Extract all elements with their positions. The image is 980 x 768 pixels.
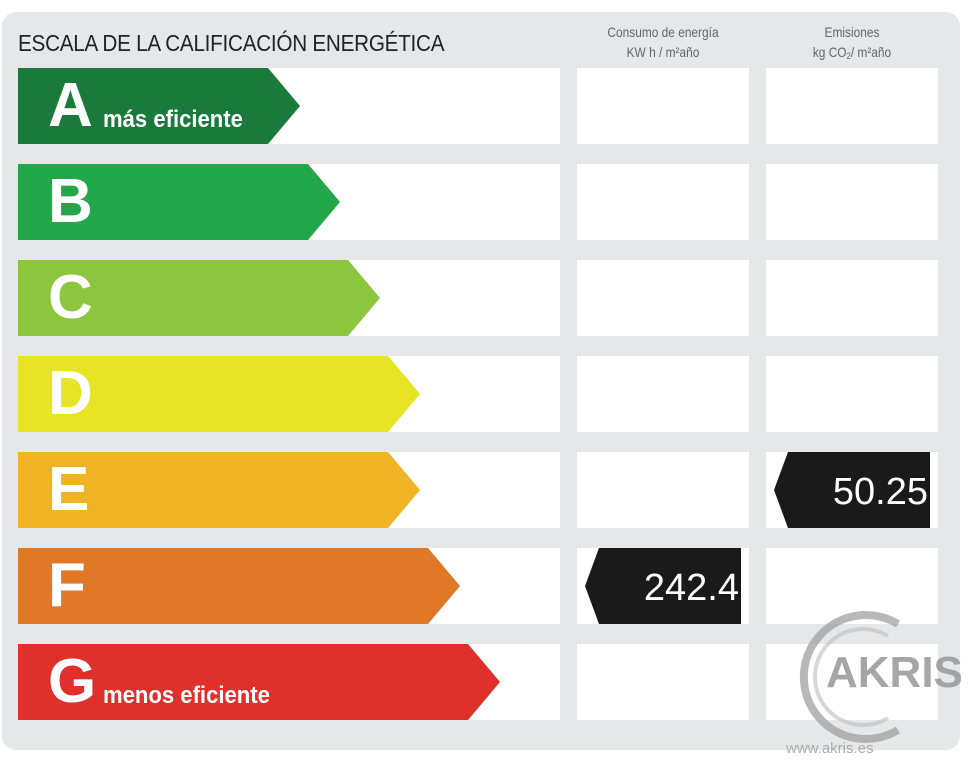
page-title: ESCALA DE LA CALIFICACIÓN ENERGÉTICA [18, 30, 445, 56]
watermark-url: www.akris.es [786, 740, 874, 757]
emisiones-cell-c [766, 260, 938, 336]
rating-arrow-c: C [18, 260, 380, 336]
rating-arrow-b: B [18, 164, 340, 240]
emisiones-cell-d [766, 356, 938, 432]
emisiones-cell-a [766, 68, 938, 144]
rating-arrow-shape [18, 644, 500, 720]
consumo-cell-g [577, 644, 749, 720]
rating-letter: F [48, 551, 86, 620]
akris-watermark: AKRIS www.akris.es [786, 606, 980, 768]
rating-arrow-e: E [18, 452, 420, 528]
rating-letter: G [48, 647, 97, 716]
rating-arrow-f: F [18, 548, 460, 624]
consumo-marker-shape [585, 548, 741, 624]
emisiones-cell-f [766, 548, 938, 624]
rating-arrow-shape [18, 260, 380, 336]
consumo-cell-e [577, 452, 749, 528]
consumo-header-line1: Consumo de energía [607, 24, 719, 40]
rating-letter: D [48, 359, 93, 428]
emisiones-cell-b [766, 164, 938, 240]
akris-logo-icon [799, 611, 901, 743]
emisiones-cell-g [766, 644, 938, 720]
consumo-column-header: Consumo de energía KW h / m²año [590, 22, 736, 62]
watermark-brand: AKRIS [826, 648, 963, 697]
rating-sublabel: menos eficiente [103, 682, 270, 709]
consumo-cell-d [577, 356, 749, 432]
rating-letter: B [48, 167, 93, 236]
rating-letter: E [48, 455, 90, 524]
consumo-cell-b [577, 164, 749, 240]
rating-arrow-d: D [18, 356, 420, 432]
rating-letter: C [48, 263, 93, 332]
rating-arrow-shape [18, 68, 300, 144]
rating-arrow-shape [18, 548, 460, 624]
emisiones-header-line1: Emisiones [824, 24, 880, 40]
emisiones-marker: 50.25 [774, 452, 930, 528]
emisiones-marker-value: 50.25 [832, 471, 928, 513]
rating-letter: A [48, 71, 93, 140]
consumo-marker: 242.4 [585, 548, 741, 624]
rating-arrow-shape [18, 164, 340, 240]
rating-arrow-shape [18, 452, 420, 528]
emisiones-header-unit: kg CO2/ m²año [812, 44, 892, 61]
consumo-cell-a [577, 68, 749, 144]
consumo-header-unit: KW h / m²año [626, 44, 700, 60]
emisiones-marker-shape [774, 452, 930, 528]
consumo-marker-value: 242.4 [643, 567, 739, 609]
rating-sublabel: más eficiente [103, 106, 243, 133]
consumo-cell-c [577, 260, 749, 336]
rating-arrow-shape [18, 356, 420, 432]
emisiones-column-header: Emisiones kg CO2/ m²año [779, 22, 925, 62]
